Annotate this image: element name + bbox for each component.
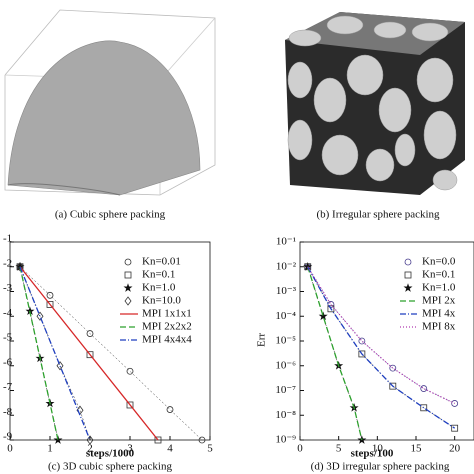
marker xyxy=(126,367,134,375)
marker xyxy=(327,301,335,308)
marker xyxy=(46,291,54,299)
legend-label: Kn=1.0 xyxy=(422,282,456,294)
y-tick-label: -6 xyxy=(3,356,13,368)
irregular-packing-image xyxy=(285,12,465,195)
legend-label: MPI 4x4x4 xyxy=(142,334,192,346)
y-tick-label: -2 xyxy=(3,257,12,269)
marker xyxy=(124,271,132,279)
x-tick-label: 4 xyxy=(167,443,173,455)
y-tick-label: -9 xyxy=(3,431,13,443)
y-tick-label: 10⁻³ xyxy=(276,285,297,297)
x-axis-label: steps/1000 xyxy=(86,448,135,460)
series-guide xyxy=(19,266,203,441)
marker xyxy=(36,311,44,321)
marker xyxy=(154,436,162,444)
marker xyxy=(358,337,366,345)
y-tick-label: 10⁻⁶ xyxy=(275,359,296,371)
marker xyxy=(124,296,132,306)
marker xyxy=(451,424,459,432)
x-tick-label: 2 xyxy=(87,443,93,455)
y-tick-label: 10⁻⁴ xyxy=(275,310,296,322)
legend-label: MPI 4x xyxy=(422,308,456,320)
y-tick-label: -5 xyxy=(3,332,13,344)
chart-caption: (d) 3D irregular sphere packing xyxy=(311,461,450,473)
x-tick-label: 3 xyxy=(127,443,133,455)
marker xyxy=(420,385,428,392)
marker xyxy=(56,361,64,371)
marker xyxy=(327,305,335,313)
legend-label: MPI 1x1x1 xyxy=(142,308,192,320)
marker xyxy=(86,330,94,337)
marker xyxy=(404,258,412,266)
y-tick-label: -4 xyxy=(3,307,13,319)
marker xyxy=(53,435,63,444)
y-tick-label: 10⁻⁷ xyxy=(275,384,296,396)
marker xyxy=(86,351,94,359)
x-tick-label: 5 xyxy=(336,443,342,455)
marker xyxy=(166,406,174,413)
chart-caption: (c) 3D cubic sphere packing xyxy=(48,461,173,473)
image-caption: (a) Cubic sphere packing xyxy=(55,209,166,221)
legend-label: Kn=0.1 xyxy=(422,269,455,281)
marker xyxy=(198,436,206,444)
y-tick-label: 10⁻² xyxy=(276,260,297,272)
marker xyxy=(358,350,366,358)
marker xyxy=(126,401,134,409)
legend-label: Kn=10.0 xyxy=(142,295,181,307)
series-line xyxy=(19,266,91,441)
y-tick-label: -3 xyxy=(3,282,13,294)
marker xyxy=(16,262,24,272)
series-line xyxy=(19,266,59,441)
legend-label: MPI 2x xyxy=(422,295,456,307)
y-tick-label: -1 xyxy=(3,233,12,245)
series-line xyxy=(307,266,456,429)
x-tick-label: 5 xyxy=(207,443,213,455)
x-tick-label: 1 xyxy=(47,443,53,455)
y-tick-label: -7 xyxy=(3,381,13,393)
x-tick-label: 10 xyxy=(372,443,384,455)
cubic-packing-image xyxy=(4,9,216,196)
image-caption: (b) Irregular sphere packing xyxy=(316,209,440,221)
series-line xyxy=(307,266,363,441)
marker xyxy=(451,400,459,407)
legend-label: Kn=0.01 xyxy=(142,256,181,268)
legend-label: Kn=1.0 xyxy=(142,282,176,294)
x-axis-label: steps/100 xyxy=(351,448,394,460)
legend-label: Kn=0.1 xyxy=(142,269,175,281)
marker xyxy=(86,435,94,445)
legend-label: MPI 2x2x2 xyxy=(142,321,192,333)
y-tick-label: 10⁻⁸ xyxy=(275,409,296,421)
series-line xyxy=(19,266,159,441)
marker xyxy=(318,311,328,321)
legend-label: MPI 8x xyxy=(422,321,456,333)
marker xyxy=(124,258,132,266)
marker xyxy=(123,283,133,292)
legend-label: Kn=0.0 xyxy=(422,256,456,268)
series-guide xyxy=(19,266,91,441)
y-axis-label: Err xyxy=(256,333,268,347)
series-guide xyxy=(19,266,59,441)
marker xyxy=(420,404,428,412)
x-tick-label: 20 xyxy=(449,443,461,455)
marker xyxy=(389,382,397,390)
x-tick-label: 15 xyxy=(411,443,423,455)
y-tick-label: 10⁻⁵ xyxy=(275,335,296,347)
marker xyxy=(404,271,412,279)
marker xyxy=(389,364,397,372)
marker xyxy=(403,283,413,292)
x-tick-label: 0 xyxy=(7,443,13,455)
y-tick-label: 10⁻¹ xyxy=(276,236,296,248)
series-line xyxy=(307,266,455,405)
x-tick-label: 0 xyxy=(297,443,303,455)
y-tick-label: -8 xyxy=(3,406,13,418)
marker xyxy=(46,301,54,308)
y-tick-label: 10⁻⁹ xyxy=(275,434,296,446)
